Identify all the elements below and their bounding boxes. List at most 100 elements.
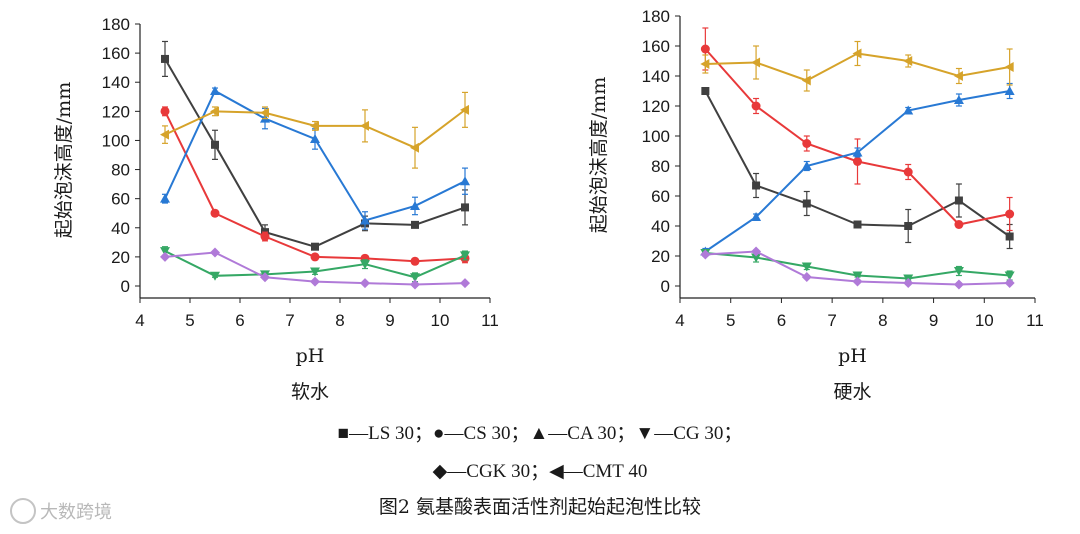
y-tick-label: 180 [102,15,130,34]
legend-row-1: ■—LS 30；●—CS 30；▲—CA 30；▼—CG 30； [337,423,743,444]
data-point [460,278,470,289]
x-tick-label: 5 [185,311,194,330]
x-tick-label: 7 [827,311,836,330]
y-tick-label: 40 [111,219,130,238]
series-cgk-30 [160,247,470,290]
data-point [460,176,470,186]
y-tick-label: 20 [651,247,670,266]
x-tick-label: 6 [235,311,244,330]
data-point [1005,232,1014,241]
y-tick-label: 80 [111,161,130,180]
x-axis-label: pH [838,345,867,367]
data-point [310,276,320,287]
x-tick-label: 4 [675,311,684,330]
data-point [801,75,811,86]
series-cs-30 [700,27,1015,232]
data-point [310,120,319,131]
chart-title: 硬水 [833,381,871,403]
data-point [160,193,170,203]
series-cmt-40 [700,40,1014,92]
data-point [160,129,169,140]
data-point [852,271,863,281]
data-point [160,106,170,116]
data-point [260,272,270,283]
data-point [953,267,964,276]
data-point [210,85,220,95]
data-point [210,106,219,117]
x-tick-label: 8 [878,311,887,330]
y-tick-label: 140 [642,67,670,86]
data-point [700,249,711,260]
y-tick-label: 20 [111,248,130,267]
y-tick-label: 60 [111,190,130,209]
watermark: 大数跨境 [10,498,112,524]
x-tick-label: 4 [135,311,144,330]
data-point [1004,271,1015,281]
data-point [752,181,761,190]
series-ca-30 [160,85,470,230]
data-point [461,203,469,212]
data-point [210,271,220,281]
legend-row-2: ◆—CGK 30；◀—CMT 40 [432,461,648,482]
x-tick-label: 6 [777,311,786,330]
data-point [801,161,812,170]
series-ls-30 [701,87,1014,250]
data-point [410,256,420,266]
y-tick-label: 0 [121,277,130,296]
data-point [310,267,320,277]
data-point [460,251,470,261]
x-tick-label: 10 [431,311,450,330]
data-point [1004,62,1014,72]
data-point [360,120,369,131]
data-point [852,147,863,157]
y-axis-label: 起始泡沫高度/mm [53,82,75,238]
data-point [953,71,963,81]
y-tick-label: 180 [642,7,670,26]
y-tick-label: 40 [651,217,670,236]
data-point [853,220,862,229]
y-axis-label: 起始泡沫高度/mm [588,77,610,233]
series-cgk-30 [700,246,1015,290]
chart-soft-water: 0 20 40 60 80 100 120 140 160 180 4 5 6 7 8 9 10 11 pH 起始泡沫… [53,15,499,403]
x-tick-label: 8 [335,311,344,330]
data-point [801,262,812,272]
data-point [852,276,863,287]
data-point [700,44,710,54]
data-point [410,200,420,210]
data-point [751,57,761,68]
watermark-text: 大数跨境 [40,502,112,523]
data-point [260,232,270,242]
data-point [701,87,710,95]
data-point [360,260,370,270]
figure-caption: 图2 氨基酸表面活性剂起始起泡性比较 [378,496,702,518]
data-point [802,199,811,208]
data-point [903,167,913,177]
data-point [903,56,913,66]
data-point [801,272,812,282]
data-point [802,139,812,148]
data-point [954,196,963,205]
x-tick-label: 11 [481,311,499,330]
data-point [210,247,220,258]
data-point [410,273,420,283]
y-tick-label: 100 [102,131,130,150]
y-tick-label: 80 [651,157,670,176]
data-point [211,140,219,149]
data-point [751,101,761,111]
data-point [751,253,762,263]
series-cg-30 [700,249,1015,284]
data-point [1004,86,1015,95]
watermark-logo-icon [10,498,36,524]
y-tick-label: 140 [102,73,130,92]
data-point [410,279,420,290]
data-point [360,215,370,225]
data-point [411,220,419,229]
data-point [700,59,710,69]
y-tick-label: 160 [642,37,670,56]
y-tick-label: 120 [642,97,670,116]
series-line [164,58,466,248]
data-point [160,251,170,262]
y-tick-label: 60 [651,187,670,206]
chart-hard-water: 0 20 40 60 80 100 120 140 160 180 4 5 6 7 8 9 10 11 pH 起始泡沫… [588,7,1044,403]
